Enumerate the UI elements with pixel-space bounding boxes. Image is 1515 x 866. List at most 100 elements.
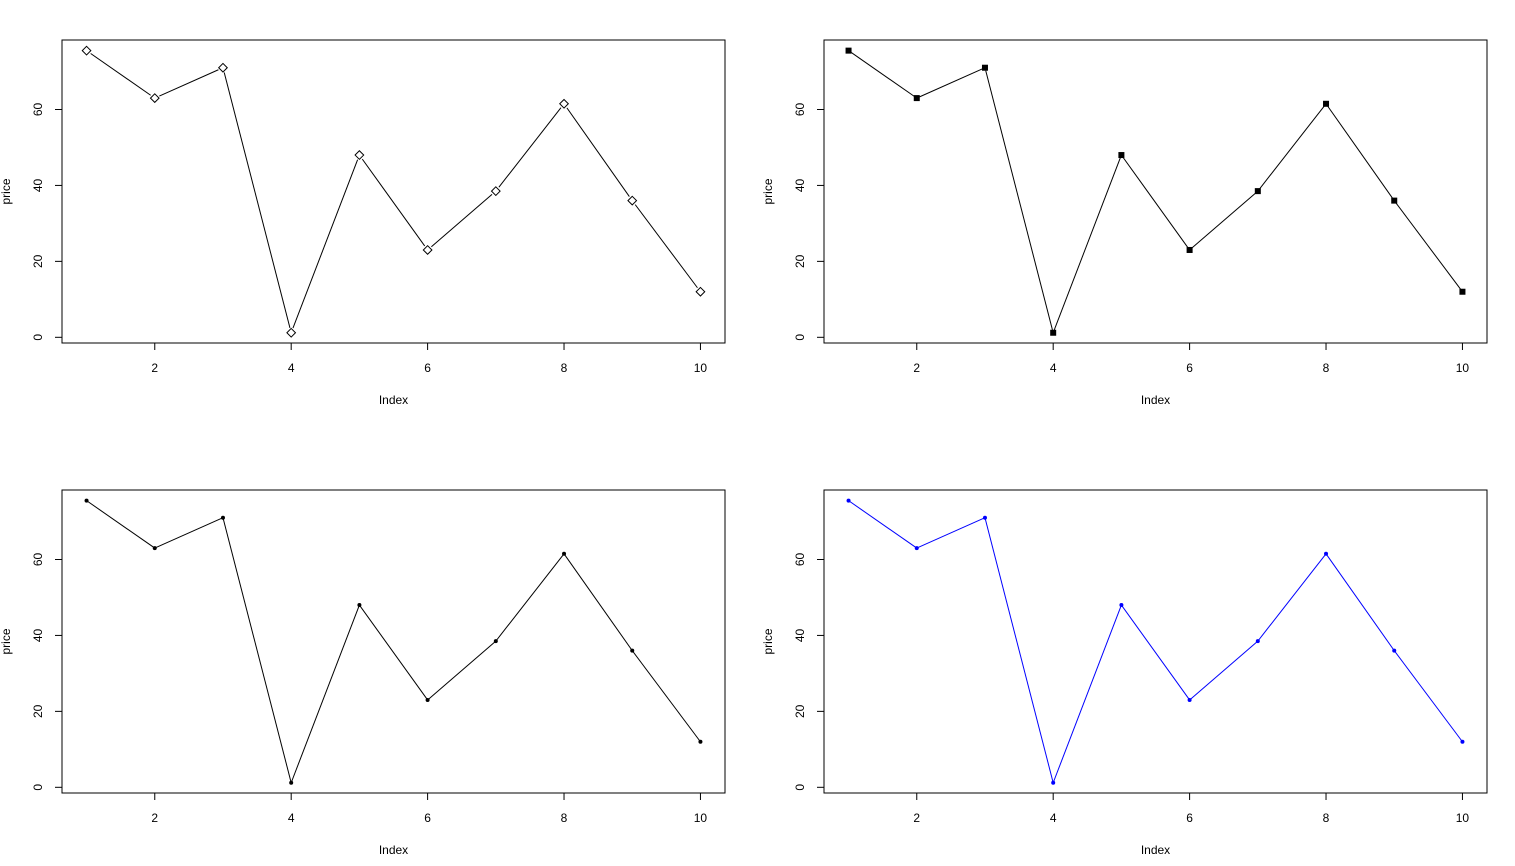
series-line-segment bbox=[90, 53, 151, 96]
data-point bbox=[982, 515, 987, 520]
plot-frame bbox=[61, 489, 726, 794]
x-axis-title: Index bbox=[379, 393, 408, 407]
y-tick-label: 0 bbox=[31, 784, 45, 791]
x-tick-label: 6 bbox=[1186, 361, 1193, 375]
y-axis-title: price bbox=[0, 628, 13, 654]
data-point bbox=[217, 62, 228, 73]
x-tick-label: 8 bbox=[561, 361, 568, 375]
data-point bbox=[1460, 739, 1465, 744]
data-point bbox=[490, 186, 501, 197]
series-line-segment bbox=[850, 51, 915, 97]
y-axis-title: price bbox=[0, 178, 13, 204]
y-tick-label: 40 bbox=[793, 628, 807, 642]
series-line-segment bbox=[634, 204, 698, 289]
data-point bbox=[354, 150, 365, 161]
data-point bbox=[220, 515, 225, 520]
y-tick-label: 60 bbox=[793, 102, 807, 116]
x-tick-label: 10 bbox=[694, 811, 708, 825]
plot-frame bbox=[823, 489, 1488, 794]
data-point bbox=[425, 697, 430, 702]
data-point bbox=[1051, 780, 1056, 785]
plot-panel-1: 2 4 6 8 10 0 20 40 60 Index price bbox=[0, 39, 726, 407]
series-line-segment bbox=[495, 553, 565, 642]
series-line-segment bbox=[1259, 105, 1325, 190]
data-point bbox=[1255, 639, 1260, 644]
x-axis-title: Index bbox=[1141, 393, 1170, 407]
y-tick-label: 60 bbox=[793, 552, 807, 566]
x-tick-label: 4 bbox=[1050, 361, 1057, 375]
x-tick-label: 6 bbox=[1186, 811, 1193, 825]
series-line-segment bbox=[159, 69, 219, 97]
series-line-segment bbox=[222, 517, 292, 783]
series-line-segment bbox=[1395, 202, 1462, 290]
data-point bbox=[1254, 188, 1261, 195]
data-point bbox=[914, 546, 919, 551]
series-line-segment bbox=[1122, 157, 1189, 248]
data-point bbox=[289, 780, 294, 785]
series-line-segment bbox=[290, 604, 360, 783]
x-tick-label: 2 bbox=[151, 811, 158, 825]
series-line-segment bbox=[984, 517, 1054, 783]
data-point bbox=[1324, 551, 1329, 556]
data-point bbox=[1118, 152, 1125, 159]
data-point bbox=[913, 95, 920, 102]
y-tick-label: 20 bbox=[793, 254, 807, 268]
y-tick-label: 20 bbox=[31, 704, 45, 718]
y-tick-label: 20 bbox=[31, 254, 45, 268]
data-point bbox=[1187, 697, 1192, 702]
x-tick-label: 6 bbox=[424, 361, 431, 375]
data-point bbox=[845, 47, 852, 54]
data-point bbox=[493, 639, 498, 644]
series-line-segment bbox=[1327, 105, 1393, 199]
y-tick-label: 60 bbox=[31, 552, 45, 566]
data-point bbox=[152, 546, 157, 551]
x-tick-label: 8 bbox=[1323, 361, 1330, 375]
x-tick-label: 4 bbox=[288, 811, 295, 825]
x-tick-label: 2 bbox=[913, 811, 920, 825]
x-tick-label: 2 bbox=[151, 361, 158, 375]
series-line-segment bbox=[292, 159, 359, 329]
data-point bbox=[1323, 100, 1330, 107]
data-point bbox=[630, 648, 635, 653]
x-tick-label: 4 bbox=[1050, 811, 1057, 825]
data-point bbox=[81, 45, 92, 56]
series-line-segment bbox=[358, 604, 429, 701]
plot-panel-3: 2 4 6 8 10 0 20 40 60 Index price bbox=[0, 489, 726, 857]
y-tick-label: 20 bbox=[793, 704, 807, 718]
x-axis-title: Index bbox=[379, 843, 408, 857]
series-line-segment bbox=[985, 70, 1053, 330]
data-point bbox=[846, 498, 851, 503]
plot-frame bbox=[823, 39, 1488, 344]
series-line-segment bbox=[563, 553, 633, 651]
series-line-segment bbox=[848, 500, 918, 549]
x-axis-title: Index bbox=[1141, 843, 1170, 857]
x-tick-label: 10 bbox=[1456, 811, 1470, 825]
plot-frame bbox=[61, 39, 726, 344]
series-line-segment bbox=[919, 68, 983, 98]
y-tick-label: 40 bbox=[31, 628, 45, 642]
data-point bbox=[1050, 329, 1057, 336]
series-line-segment bbox=[154, 517, 224, 549]
data-point bbox=[1119, 603, 1124, 608]
series-line-segment bbox=[431, 194, 493, 248]
data-point bbox=[1186, 246, 1193, 253]
plot-panel-2: 2 4 6 8 10 0 20 40 60 Index price bbox=[761, 39, 1488, 407]
series-line-segment bbox=[631, 650, 701, 743]
x-tick-label: 10 bbox=[694, 361, 708, 375]
series-line-segment bbox=[1120, 604, 1191, 701]
plot-panel-4: 2 4 6 8 10 0 20 40 60 Index price bbox=[761, 489, 1488, 857]
y-axis-title: price bbox=[761, 178, 775, 204]
y-tick-label: 40 bbox=[793, 178, 807, 192]
y-tick-label: 60 bbox=[31, 102, 45, 116]
series-line-segment bbox=[427, 640, 497, 701]
x-tick-label: 6 bbox=[424, 811, 431, 825]
y-tick-label: 40 bbox=[31, 178, 45, 192]
x-tick-label: 8 bbox=[1323, 811, 1330, 825]
data-point bbox=[627, 195, 638, 206]
series-line-segment bbox=[361, 158, 426, 247]
y-tick-label: 0 bbox=[31, 334, 45, 341]
data-point bbox=[981, 64, 988, 71]
series-line-segment bbox=[1325, 553, 1395, 651]
series-line-segment bbox=[566, 107, 630, 197]
